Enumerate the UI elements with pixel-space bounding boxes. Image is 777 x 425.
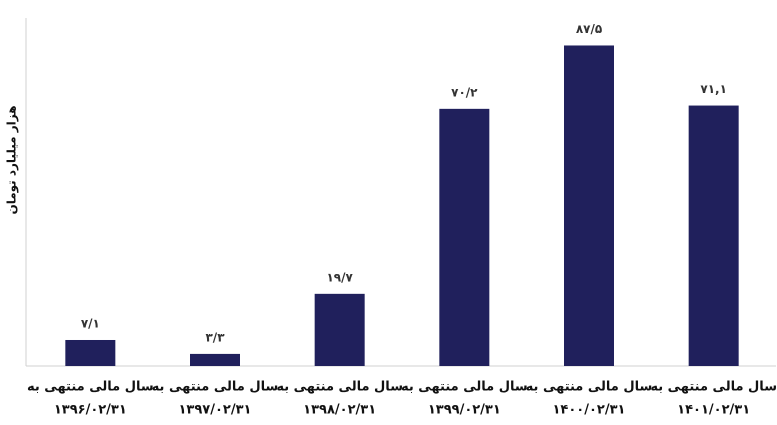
value-label: ۷۱,۱: [700, 82, 727, 96]
x-tick-label: ۱۳۹۸/۰۲/۳۱: [303, 403, 376, 418]
x-tick-label: سال مالی منتهی به: [27, 380, 154, 395]
x-tick-label: سال مالی منتهی به: [526, 380, 653, 395]
x-tick-label: سال مالی منتهی به: [650, 380, 777, 395]
bar: [564, 45, 614, 366]
value-label: ۸۷/۵: [576, 22, 602, 36]
value-label: ۱۹/۷: [326, 270, 353, 284]
x-tick-label: سال مالی منتهی به: [401, 380, 528, 395]
bar: [314, 293, 365, 366]
x-tick-label: ۱۳۹۶/۰۲/۳۱: [54, 403, 127, 418]
x-tick-label: ۱۳۹۹/۰۲/۳۱: [428, 403, 501, 418]
bar: [65, 339, 116, 366]
x-tick-label: سال مالی منتهی به: [276, 380, 403, 395]
value-label: ۷۰/۲: [451, 85, 478, 99]
bar: [688, 105, 739, 367]
x-tick-label: ۱۴۰۰/۰۲/۳۱: [553, 403, 626, 418]
bar: [439, 108, 490, 366]
x-tick-label: ۱۳۹۷/۰۲/۳۱: [179, 403, 252, 418]
bar: [190, 353, 240, 366]
value-label: ۳/۳: [205, 330, 225, 344]
value-label: ۷/۱: [81, 316, 100, 330]
y-axis-label: هزار میلیارد تومان: [5, 105, 20, 214]
x-tick-label: سال مالی منتهی به: [152, 380, 279, 395]
x-tick-label: ۱۴۰۱/۰۲/۳۱: [677, 403, 750, 418]
